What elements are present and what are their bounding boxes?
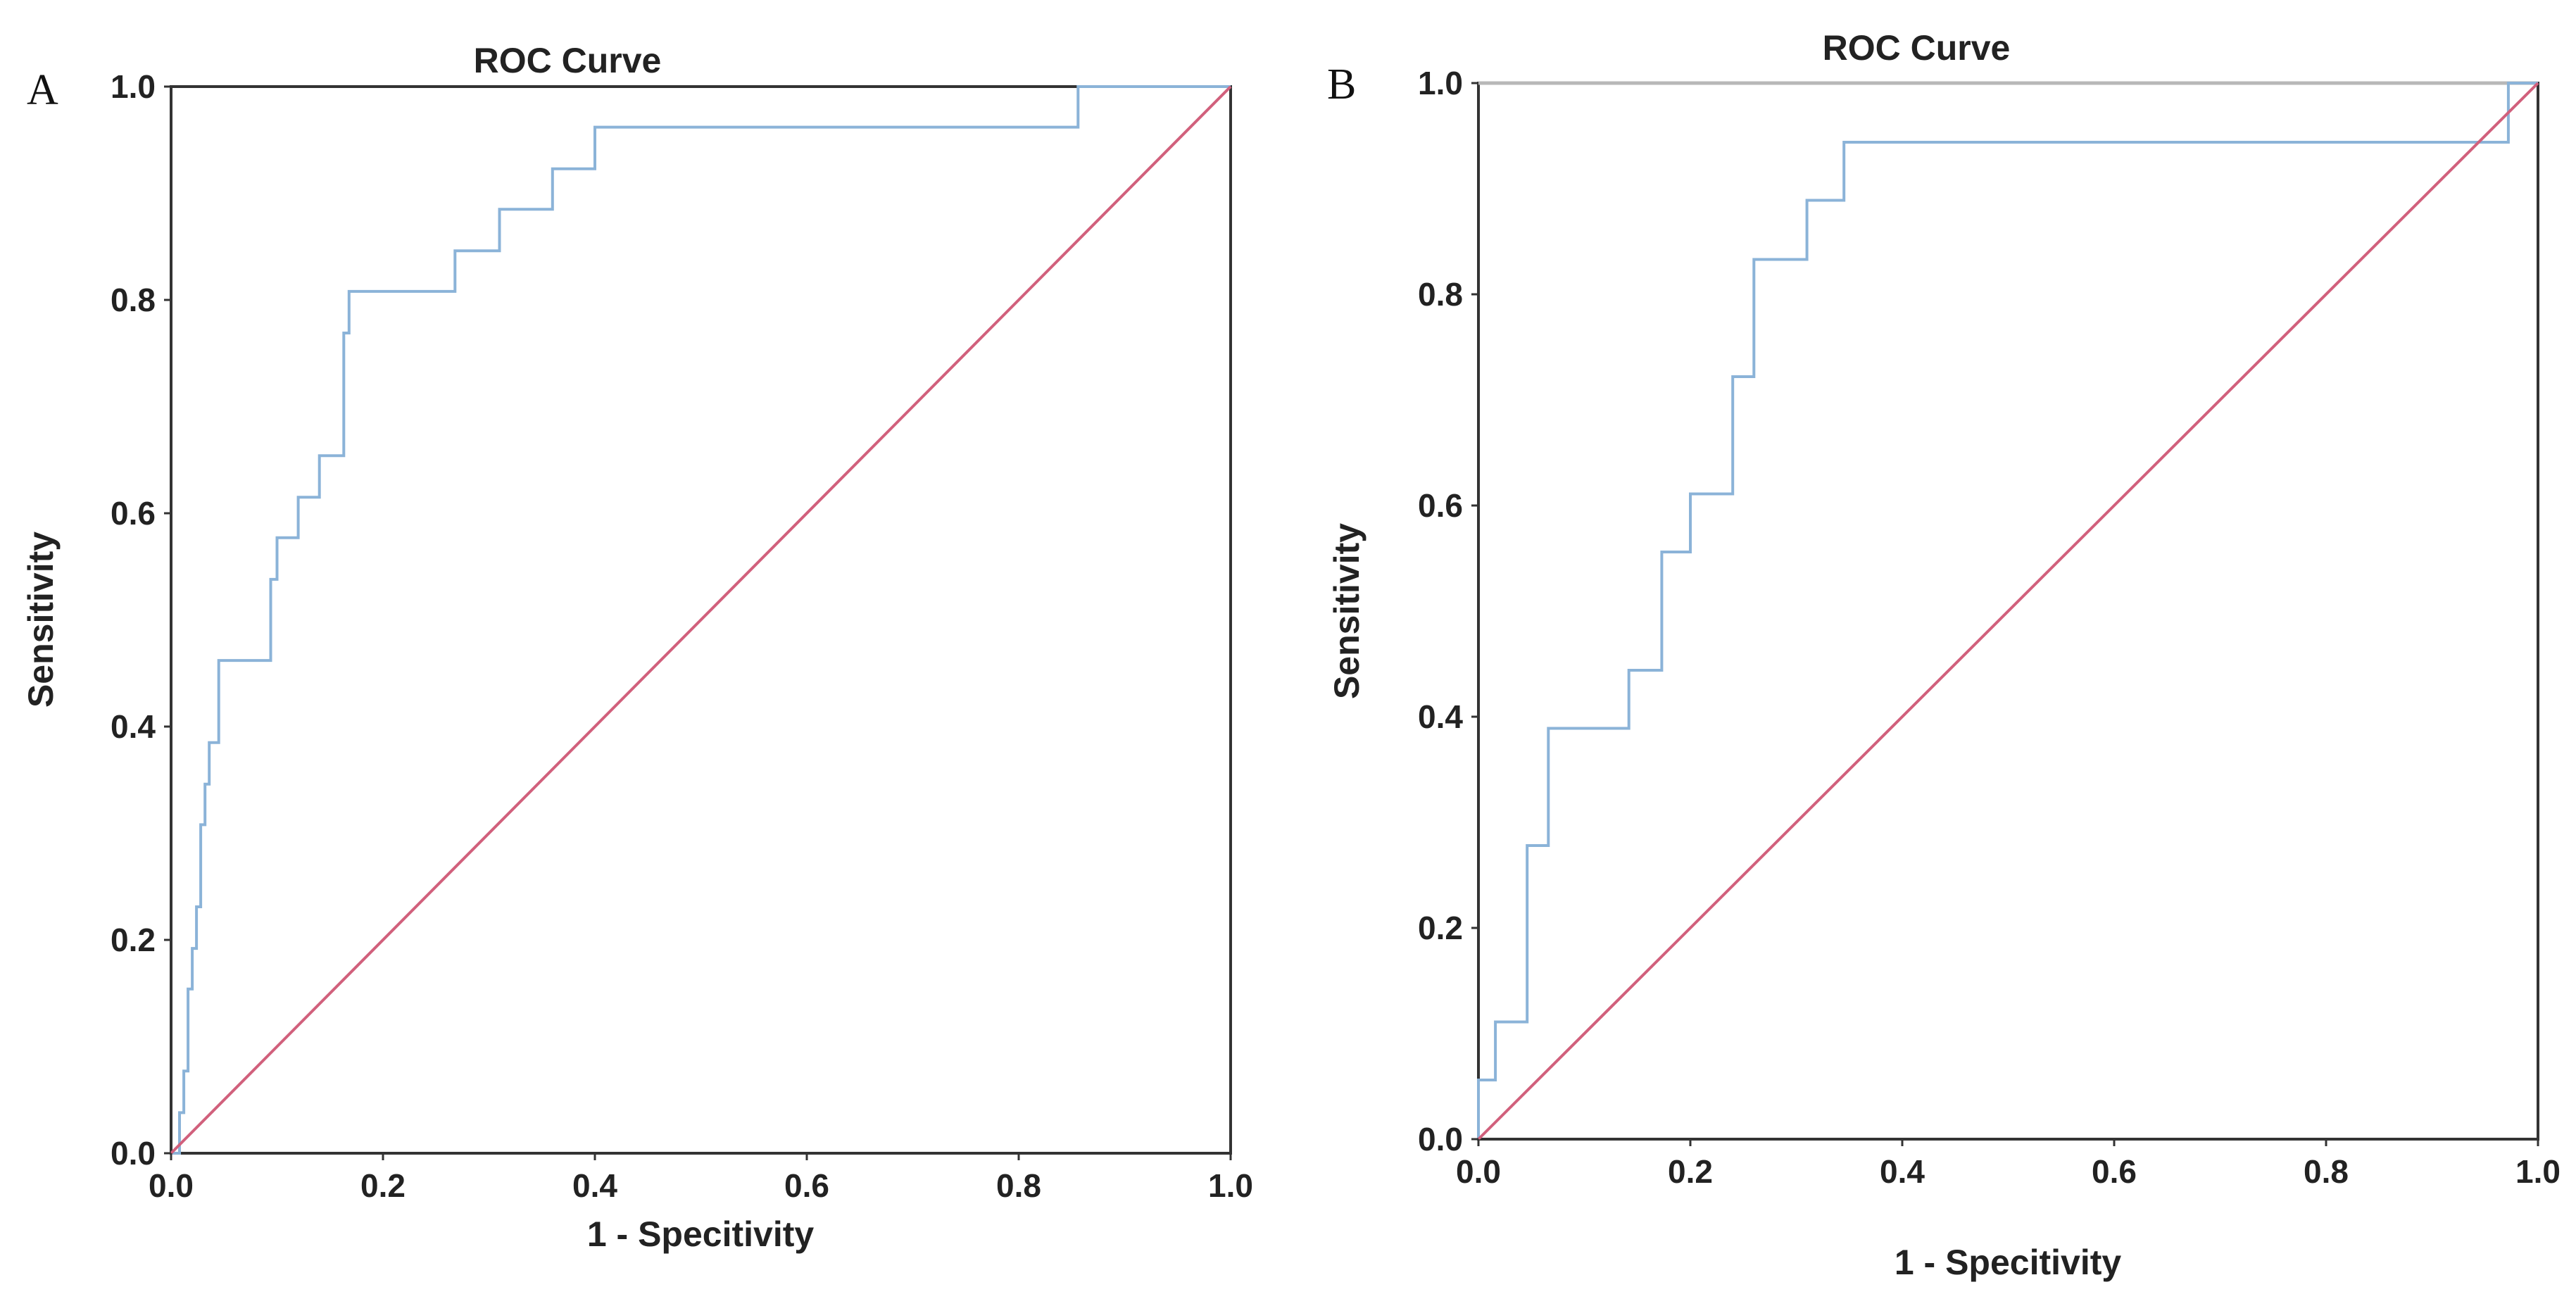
plot-frame-a (170, 85, 1232, 1155)
y-tick-label: 0.0 (111, 1135, 156, 1172)
x-tick-label: 1.0 (2515, 1153, 2561, 1190)
x-axis-label-a: 1 - Specitivity (587, 1214, 815, 1254)
y-tick-label: 1.0 (111, 68, 156, 105)
plot-b: 0.0 0.2 0.4 0.6 0.8 1.0 0.0 0.2 0.4 0.6 0.8 1.0 (1418, 65, 2561, 1190)
roc-curve-b (1477, 82, 2538, 1139)
x-ticks-b: 0.0 0.2 0.4 0.6 0.8 1.0 (1456, 1139, 2561, 1190)
y-tick-label: 0.8 (1418, 276, 1463, 313)
y-axis-label-b: Sensitivity (1327, 523, 1366, 699)
y-tick-label: 0.4 (1418, 698, 1463, 735)
x-axis-label-b: 1 - Specitivity (1895, 1243, 2122, 1282)
x-ticks-a: 0.0 0.2 0.4 0.6 0.8 1.0 (149, 1153, 1253, 1204)
x-tick-label: 1.0 (1208, 1167, 1253, 1204)
series-layer-a (170, 85, 1232, 1155)
x-tick-label: 0.2 (360, 1167, 406, 1204)
series-layer-b (1477, 82, 2539, 1141)
plot-a: 0.0 0.2 0.4 0.6 0.8 1.0 0.0 0.2 0.4 0.6 0.8 1.0 (111, 68, 1253, 1204)
roc-curve-a (171, 85, 1231, 1155)
reference-line-b (1477, 82, 2539, 1141)
y-ticks-a: 0.0 0.2 0.4 0.6 0.8 1.0 (111, 68, 171, 1172)
x-tick-label: 0.6 (784, 1167, 829, 1204)
x-tick-label: 0.0 (1456, 1153, 1501, 1190)
y-tick-label: 0.8 (111, 282, 156, 318)
y-tick-label: 0.4 (111, 708, 156, 745)
y-tick-label: 0.0 (1418, 1121, 1463, 1157)
chart-title-a: ROC Curve (474, 41, 662, 80)
x-tick-label: 0.4 (572, 1167, 617, 1204)
panel-letter-a: A (27, 66, 58, 114)
x-tick-label: 0.2 (1668, 1153, 1713, 1190)
reference-line-a (170, 85, 1232, 1155)
panel-letter-b: B (1327, 61, 1356, 108)
chart-title-b: ROC Curve (1823, 28, 2011, 68)
panel-a: A ROC Curve 0.0 0.2 0.4 0.6 0.8 1.0 0.0 0.2 0.4… (21, 41, 1253, 1254)
y-ticks-b: 0.0 0.2 0.4 0.6 0.8 1.0 (1418, 65, 1478, 1157)
y-tick-label: 0.2 (1418, 910, 1463, 946)
x-tick-label: 0.8 (2304, 1153, 2349, 1190)
y-axis-label-a: Sensitivity (21, 532, 61, 708)
x-tick-label: 0.0 (149, 1167, 194, 1204)
y-tick-label: 1.0 (1418, 65, 1463, 101)
y-tick-label: 0.6 (1418, 487, 1463, 524)
x-tick-label: 0.6 (2092, 1153, 2137, 1190)
panel-b: B ROC Curve 0.0 0.2 0.4 0.6 0.8 1.0 0.0 0.2 0.4… (1327, 28, 2561, 1282)
x-tick-label: 0.8 (996, 1167, 1041, 1204)
x-tick-label: 0.4 (1880, 1153, 1925, 1190)
y-tick-label: 0.6 (111, 495, 156, 532)
y-tick-label: 0.2 (111, 922, 156, 958)
